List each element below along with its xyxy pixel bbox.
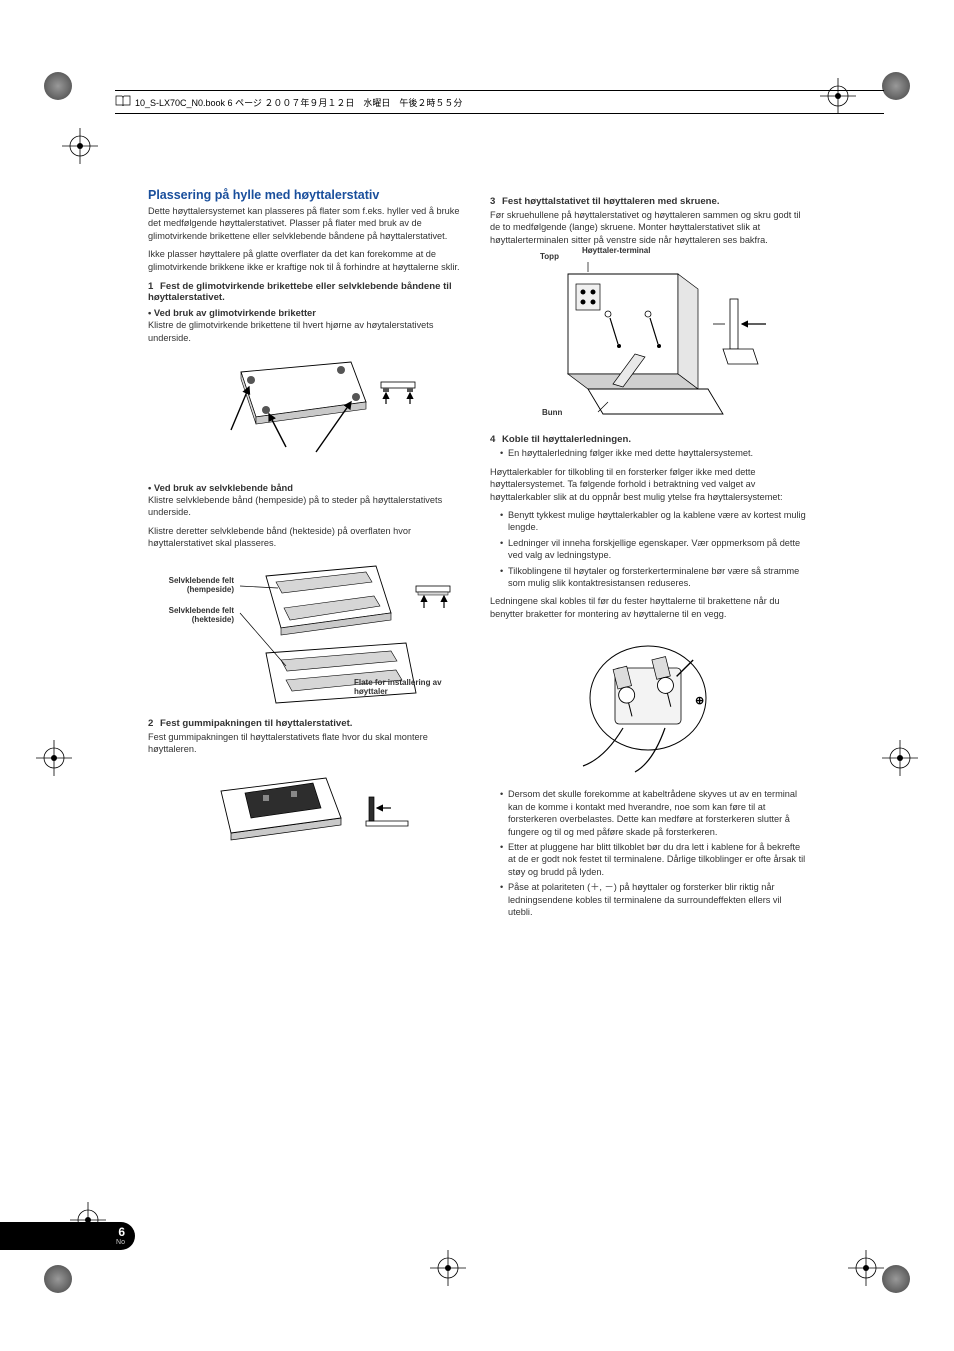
page-number-tab: 6 No — [0, 1222, 135, 1250]
fig3-label-bottom: Bunn — [542, 408, 562, 417]
step-4: 4Koble til høyttalerledningen. — [490, 434, 806, 445]
regmark-top-right — [882, 72, 910, 100]
section-title: Plassering på hylle med høyttalerstativ — [148, 188, 464, 202]
step2-text: Fest gummipakningen til høyttalerstative… — [148, 731, 464, 756]
step4-lead-bullet: En høyttalerledning følger ikke med dett… — [490, 447, 806, 459]
page-header: 10_S-LX70C_N0.book 6 ページ ２００７年９月１２日 水曜日 … — [115, 90, 884, 109]
step-1: 1Fest de glimotvirkende brikettebe eller… — [148, 281, 464, 303]
crossmark-top-left — [62, 128, 98, 167]
step4-paragraph-1: Høyttalerkabler for tilkobling til en fo… — [490, 466, 806, 503]
left-column: Plassering på hylle med høyttalerstativ … — [148, 188, 464, 925]
fig3-label-term: Høyttaler-terminal — [582, 246, 650, 255]
crossmark-mid-left — [36, 740, 72, 779]
step1-sub-b-text2: Klistre deretter selvklebende bånd (hekt… — [148, 525, 464, 550]
fig2-label-c: Flate for installering av høyttaler — [354, 678, 464, 696]
book-icon — [115, 95, 131, 109]
crossmark-mid-right — [882, 740, 918, 779]
regmark-bottom-right — [882, 1265, 910, 1293]
fig2-label-a: Selvklebende felt (hempeside) — [148, 576, 234, 594]
fig3-label-top: Topp — [540, 252, 559, 261]
figure-briketter — [148, 352, 464, 472]
page-lang: No — [0, 1239, 125, 1246]
crossmark-bottom-right — [848, 1250, 884, 1289]
step4-list: Benytt tykkest mulige høyttalerkabler og… — [490, 509, 806, 590]
step4-paragraph-2: Ledningene skal kobles til før du fester… — [490, 595, 806, 620]
step4-after-fig-list: Dersom det skulle forekomme at kabeltråd… — [490, 788, 806, 918]
page-number: 6 — [0, 1225, 125, 1239]
step3-text: Før skruehullene på høyttalerstativet og… — [490, 209, 806, 246]
regmark-top-left — [44, 72, 72, 100]
step1-sub-b-text1: Klistre selvklebende bånd (hempeside) på… — [148, 494, 464, 519]
step-2: 2Fest gummipakningen til høyttalerstativ… — [148, 718, 464, 729]
fig2-label-b: Selvklebende felt (hekteside) — [148, 606, 234, 624]
figure-gummipakning — [148, 763, 464, 883]
figure-terminals: ⊕ — [490, 628, 806, 778]
intro-paragraph-1: Dette høyttalersystemet kan plasseres på… — [148, 205, 464, 242]
step1-sub-a-text: Klistre de glimotvirkende brikettene til… — [148, 319, 464, 344]
regmark-bottom-left — [44, 1265, 72, 1293]
step1-sub-a-title: Ved bruk av glimotvirkende briketter — [148, 307, 464, 318]
intro-paragraph-2: Ikke plasser høyttalere på glatte overfl… — [148, 248, 464, 273]
content-area: Plassering på hylle med høyttalerstativ … — [148, 188, 806, 925]
crossmark-bottom-center — [430, 1250, 466, 1289]
step-3: 3Fest høyttalstativet til høyttaleren me… — [490, 196, 806, 207]
svg-text:⊕: ⊕ — [695, 695, 704, 707]
header-text: 10_S-LX70C_N0.book 6 ページ ２００７年９月１２日 水曜日 … — [135, 96, 462, 109]
step1-sub-b-title: Ved bruk av selvklebende bånd — [148, 482, 464, 493]
figure-mount: Topp Høyttaler-terminal Bunn — [490, 254, 806, 424]
right-column: 3Fest høyttalstativet til høyttaleren me… — [490, 188, 806, 925]
figure-selvklebende: Selvklebende felt (hempeside) Selvkleben… — [148, 558, 464, 708]
